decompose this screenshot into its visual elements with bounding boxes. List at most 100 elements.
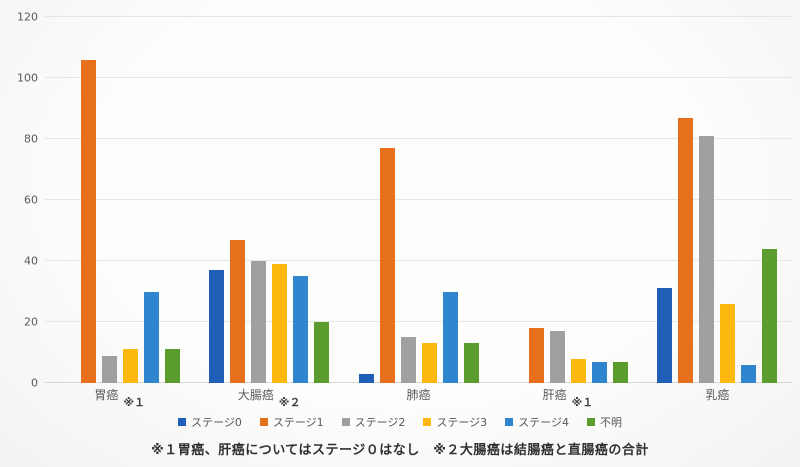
legend-swatch-icon	[259, 418, 268, 426]
bar-2-5	[463, 343, 479, 383]
bar-2-0	[358, 373, 374, 383]
bar-2-4	[442, 291, 458, 383]
plot-area	[45, 16, 792, 383]
bar-group-1	[194, 17, 343, 383]
bar-groups	[45, 17, 792, 383]
bar-slot-3-4	[591, 17, 607, 383]
bar-group-3	[493, 17, 642, 383]
legend-item-5: 不明	[586, 414, 622, 430]
x-label-3: 肝癌 ※１	[493, 386, 642, 409]
x-label-4: 乳癌	[643, 386, 792, 403]
bar-4-0	[657, 288, 673, 383]
legend-item-3: ステージ3	[423, 414, 487, 430]
bar-slot-1-4	[293, 17, 309, 383]
bar-slot-2-2	[400, 17, 416, 383]
bar-3-3	[570, 358, 586, 383]
y-tick-label-120: 120	[17, 10, 38, 24]
legend-item-0: ステージ0	[178, 414, 242, 430]
gridline-60	[45, 199, 792, 200]
bar-slot-0-5	[164, 17, 180, 383]
gridline-100	[45, 77, 792, 78]
x-label-0: 胃癌 ※１	[45, 386, 194, 409]
x-label-text-0: 胃癌	[94, 388, 119, 402]
bar-slot-4-1	[678, 17, 694, 383]
bar-0-1	[80, 59, 96, 383]
bar-slot-3-2	[549, 17, 565, 383]
bar-slot-2-1	[379, 17, 395, 383]
bar-0-4	[143, 291, 159, 383]
bar-slot-3-5	[612, 17, 628, 383]
y-axis: 0 20 40 60 80 100 120	[0, 11, 38, 390]
gridline-40	[45, 260, 792, 261]
bar-slot-2-3	[421, 17, 437, 383]
legend-label-0: ステージ0	[191, 416, 242, 429]
x-axis-labels: 胃癌 ※１ 大腸癌 ※２ 肺癌 肝癌 ※１ 乳癌	[45, 386, 792, 409]
x-label-note-1: ※２	[278, 396, 301, 409]
bar-slot-4-0	[657, 17, 673, 383]
bar-slot-3-3	[570, 17, 586, 383]
x-label-2: 肺癌	[344, 386, 493, 403]
bar-slot-2-0	[358, 17, 374, 383]
bar-group-4	[643, 17, 792, 383]
bar-3-2	[549, 331, 565, 383]
bar-4-4	[741, 364, 757, 383]
bar-1-1	[230, 239, 246, 383]
bar-slot-4-4	[741, 17, 757, 383]
y-tick-label-40: 40	[24, 254, 38, 268]
bar-slot-4-2	[699, 17, 715, 383]
bar-4-1	[678, 117, 694, 383]
bar-slot-3-1	[528, 17, 544, 383]
gridline-80	[45, 138, 792, 139]
bar-slot-1-2	[251, 17, 267, 383]
y-tick-label-100: 100	[17, 71, 38, 85]
bar-slot-1-0	[209, 17, 225, 383]
bar-1-3	[272, 264, 288, 383]
bar-4-5	[762, 248, 778, 383]
bar-slot-0-2	[101, 17, 117, 383]
bar-slot-2-4	[442, 17, 458, 383]
bar-4-3	[720, 303, 736, 383]
legend-item-1: ステージ1	[259, 414, 324, 430]
bar-slot-2-5	[463, 17, 479, 383]
bar-slot-4-3	[720, 17, 736, 383]
bar-0-5	[164, 349, 180, 383]
x-label-text-1: 大腸癌	[237, 388, 274, 402]
bar-1-5	[314, 322, 330, 383]
bar-slot-0-3	[122, 17, 138, 383]
bar-3-1	[528, 328, 544, 383]
bar-2-1	[379, 148, 395, 383]
bar-4-2	[699, 135, 715, 383]
gridline-0	[45, 382, 792, 383]
legend-swatch-icon	[178, 418, 187, 426]
bar-1-4	[293, 276, 309, 383]
legend-swatch-icon	[341, 418, 350, 426]
bar-0-2	[101, 355, 117, 383]
x-label-note-3: ※１	[571, 396, 594, 409]
bar-0-3	[122, 349, 138, 383]
legend-swatch-icon	[423, 418, 432, 426]
legend-item-2: ステージ2	[341, 414, 405, 430]
y-tick-label-80: 80	[24, 132, 38, 146]
bar-3-4	[591, 361, 607, 383]
bar-3-5	[612, 361, 628, 383]
bar-slot-1-1	[230, 17, 246, 383]
bar-1-2	[251, 261, 267, 383]
bar-slot-0-0	[60, 17, 75, 383]
y-tick-label-20: 20	[24, 315, 38, 329]
bar-group-0	[45, 17, 194, 383]
legend-swatch-icon	[505, 418, 514, 426]
bar-2-3	[421, 343, 437, 383]
bar-slot-0-4	[143, 17, 159, 383]
y-tick-label-0: 0	[31, 376, 38, 390]
legend: ステージ0 ステージ1 ステージ2 ステージ3 ステージ4 不明	[0, 414, 800, 430]
bar-group-2	[344, 17, 493, 383]
bar-slot-3-0	[508, 17, 523, 383]
x-label-text-2: 肺癌	[406, 388, 431, 402]
legend-label-4: ステージ4	[518, 416, 569, 429]
legend-label-1: ステージ1	[272, 416, 324, 429]
bar-slot-1-3	[272, 17, 288, 383]
x-label-text-4: 乳癌	[705, 388, 730, 402]
gridline-120	[45, 16, 792, 17]
bar-slot-0-1	[80, 17, 96, 383]
